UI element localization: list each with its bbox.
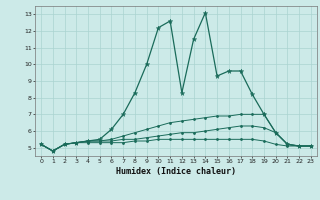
X-axis label: Humidex (Indice chaleur): Humidex (Indice chaleur) <box>116 167 236 176</box>
